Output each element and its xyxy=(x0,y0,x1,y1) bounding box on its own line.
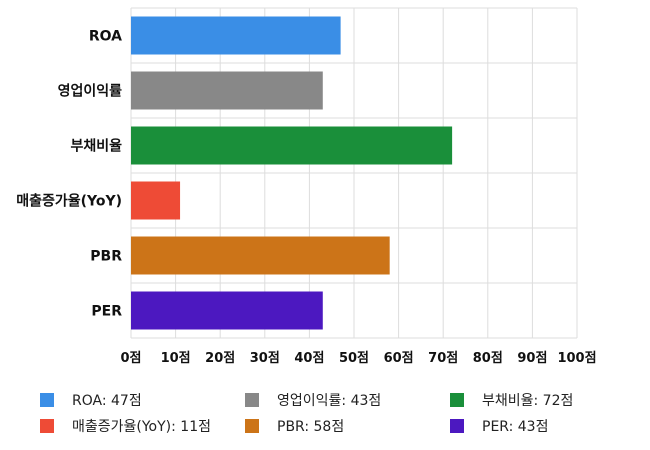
x-tick-label: 40점 xyxy=(294,351,324,366)
legend-item: ROA: 47점 xyxy=(40,392,142,410)
grid-lines xyxy=(130,7,578,339)
x-tick-label: 10점 xyxy=(161,351,191,366)
legend-label: PBR: 58점 xyxy=(277,419,345,435)
x-tick-labels: 0점 10점 20점 30점 40점 50점 60점 70점 80점 90점 100점 xyxy=(120,351,596,366)
category-label: 매출증가율(YoY) xyxy=(16,193,122,210)
x-tick-label: 70점 xyxy=(428,351,458,366)
legend-swatch xyxy=(40,419,54,433)
legend-label: ROA: 47점 xyxy=(72,393,142,409)
x-tick-label: 60점 xyxy=(384,351,414,366)
category-label: 영업이익률 xyxy=(58,83,123,100)
legend-item: PBR: 58점 xyxy=(245,418,344,436)
legend-item: 부채비율: 72점 xyxy=(450,392,573,410)
legend-swatch xyxy=(245,393,259,407)
bars xyxy=(131,16,453,330)
x-tick-label: 30점 xyxy=(250,351,280,366)
legend-item: 영업이익률: 43점 xyxy=(245,392,381,410)
category-label: ROA xyxy=(89,29,122,45)
category-label: PER xyxy=(91,304,122,320)
legend-swatch xyxy=(450,419,464,433)
bar-3 xyxy=(131,181,181,220)
legend-label: 매출증가율(YoY): 11점 xyxy=(72,419,211,435)
bar-4 xyxy=(131,236,390,275)
legend-item: PER: 43점 xyxy=(450,418,548,436)
legend-item: 매출증가율(YoY): 11점 xyxy=(40,418,211,436)
x-tick-label: 0점 xyxy=(120,351,141,366)
x-tick-label: 20점 xyxy=(205,351,235,366)
legend-swatch xyxy=(40,393,54,407)
category-label: 부채비율 xyxy=(70,138,122,155)
category-label: PBR xyxy=(90,249,122,265)
legend-label: 부채비율: 72점 xyxy=(482,393,574,409)
x-tick-label: 100점 xyxy=(557,351,596,366)
legend-label: 영업이익률: 43점 xyxy=(277,393,382,409)
legend-label: PER: 43점 xyxy=(482,419,549,435)
bar-1 xyxy=(131,71,323,110)
bar-0 xyxy=(131,16,341,55)
x-tick-label: 80점 xyxy=(473,351,503,366)
legend-swatch xyxy=(450,393,464,407)
bar-5 xyxy=(131,291,323,330)
x-tick-label: 50점 xyxy=(339,351,369,366)
bar-2 xyxy=(131,126,453,165)
x-tick-label: 90점 xyxy=(517,351,547,366)
legend-swatch xyxy=(245,419,259,433)
